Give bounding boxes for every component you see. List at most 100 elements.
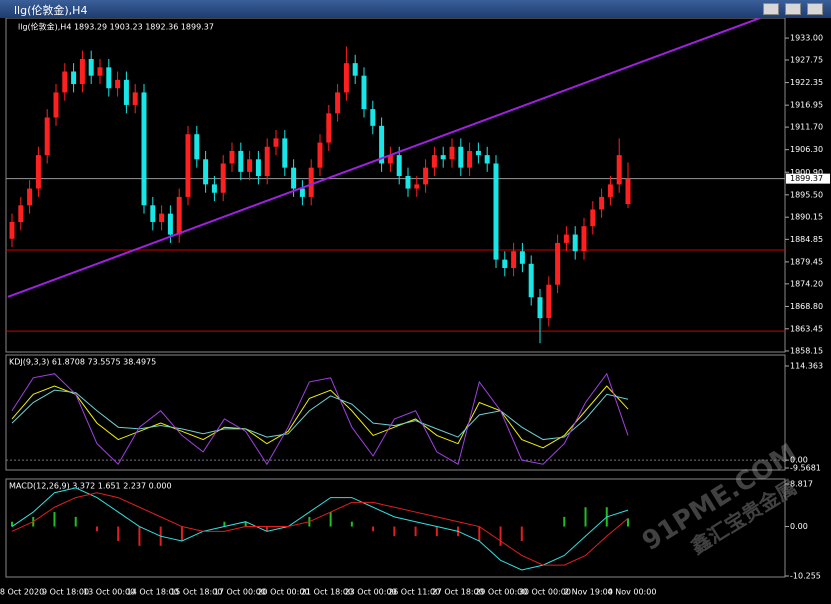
macd-label: MACD(12,26,9) 3.372 1.651 2.237 0.000 bbox=[9, 482, 172, 491]
kdj-tick-label: -9.5681 bbox=[790, 464, 821, 473]
candle-body bbox=[599, 196, 605, 210]
candle-body bbox=[185, 134, 191, 197]
candle-body bbox=[563, 234, 569, 243]
candle-body bbox=[291, 167, 297, 189]
time-label: 15 Oct 18:00 bbox=[170, 588, 222, 597]
candle-body bbox=[572, 234, 578, 252]
time-label: 23 Oct 00:00 bbox=[344, 588, 396, 597]
candle-body bbox=[123, 79, 129, 105]
macd-tick-label: 8.817 bbox=[790, 480, 813, 489]
candle-body bbox=[607, 184, 613, 197]
maximize-button[interactable] bbox=[785, 3, 801, 15]
candle-body bbox=[361, 75, 367, 110]
candle-body bbox=[299, 188, 305, 197]
time-label: 13 Oct 00:00 bbox=[83, 588, 135, 597]
candle-body bbox=[141, 92, 147, 206]
candle-body bbox=[18, 205, 24, 222]
candle-body bbox=[387, 155, 393, 164]
candle-body bbox=[97, 67, 103, 76]
candle-body bbox=[493, 163, 499, 260]
candle-body bbox=[537, 297, 543, 319]
time-label: 30 Oct 00:00 bbox=[519, 588, 571, 597]
candle-body bbox=[431, 155, 437, 168]
candle-body bbox=[484, 155, 490, 164]
price-label: 1899.37 bbox=[790, 174, 823, 183]
time-label: 2 Nov 19:00 bbox=[564, 588, 613, 597]
macd-tick-label: 0.00 bbox=[790, 522, 808, 531]
candle-body bbox=[71, 71, 77, 85]
indicator-line bbox=[11, 487, 629, 571]
candle-body bbox=[352, 63, 358, 76]
candle-body bbox=[27, 188, 33, 206]
time-label: 14 Oct 18:00 bbox=[127, 588, 179, 597]
chart-header: llg(伦敦金),H4 1893.29 1903.23 1892.36 1899… bbox=[18, 22, 214, 32]
candle-body bbox=[440, 155, 446, 160]
price-tick-label: 1900.90 bbox=[790, 168, 823, 177]
candle-body bbox=[528, 263, 534, 298]
candle-body bbox=[343, 63, 349, 93]
candle-body bbox=[555, 242, 561, 285]
candle-body bbox=[616, 155, 622, 185]
candle-body bbox=[519, 251, 525, 264]
time-label: 9 Oct 18:00 bbox=[42, 588, 89, 597]
trendline bbox=[7, 18, 761, 298]
candle-body bbox=[176, 196, 182, 235]
candle-body bbox=[273, 138, 279, 147]
indicator-line bbox=[11, 492, 629, 566]
candle-body bbox=[79, 58, 85, 85]
candle-body bbox=[229, 150, 235, 164]
price-tick-label: 1911.70 bbox=[790, 123, 823, 132]
candle-body bbox=[167, 213, 173, 235]
candle-body bbox=[115, 79, 121, 89]
candle-body bbox=[106, 67, 112, 89]
candle-body bbox=[458, 146, 464, 168]
time-label: 8 Oct 2020 bbox=[0, 588, 44, 597]
candle-body bbox=[282, 138, 288, 168]
candle-body bbox=[502, 259, 508, 268]
indicator-line bbox=[11, 389, 629, 441]
price-tick-label: 1868.80 bbox=[790, 302, 823, 311]
time-label: 17 Oct 00:00 bbox=[214, 588, 266, 597]
time-label: 21 Oct 18:00 bbox=[301, 588, 353, 597]
price-tick-label: 1916.95 bbox=[790, 101, 823, 110]
price-tick-label: 1890.15 bbox=[790, 213, 823, 222]
candle-body bbox=[625, 178, 631, 205]
close-button[interactable] bbox=[807, 3, 823, 15]
candle-body bbox=[467, 150, 473, 168]
candle-body bbox=[326, 113, 332, 143]
candle-body bbox=[211, 184, 217, 193]
candle-body bbox=[150, 205, 156, 222]
time-label: 29 Oct 00:00 bbox=[475, 588, 527, 597]
candle-body bbox=[308, 167, 314, 197]
candle-body bbox=[370, 109, 376, 126]
candle-body bbox=[132, 92, 138, 105]
price-tick-label: 1879.45 bbox=[790, 257, 823, 266]
kdj-tick-label: 114.363 bbox=[790, 362, 823, 371]
indicator-line bbox=[11, 385, 629, 449]
chart: llg(伦敦金),H4 1893.29 1903.23 1892.36 1899… bbox=[0, 18, 830, 597]
price-tick-label: 1927.75 bbox=[790, 56, 823, 65]
price-tick-label: 1922.35 bbox=[790, 78, 823, 87]
candle-body bbox=[53, 92, 59, 118]
minimize-button[interactable] bbox=[763, 3, 779, 15]
kdj-tick-label: 0.00 bbox=[790, 456, 808, 465]
candle-body bbox=[62, 71, 68, 93]
candle-body bbox=[581, 226, 587, 252]
candle-body bbox=[88, 58, 94, 76]
macd-frame bbox=[5, 478, 786, 578]
candle-body bbox=[449, 146, 455, 160]
candle-body bbox=[317, 142, 323, 168]
window-title: llg(伦敦金),H4 bbox=[14, 4, 88, 17]
candle-body bbox=[194, 134, 200, 160]
time-label: 4 Nov 00:00 bbox=[608, 588, 657, 597]
candle-body bbox=[379, 125, 385, 164]
candle-body bbox=[44, 117, 50, 156]
candle-body bbox=[475, 150, 481, 156]
kdj-frame bbox=[5, 354, 786, 471]
candle-body bbox=[590, 209, 596, 227]
price-tick-label: 1874.20 bbox=[790, 279, 823, 288]
macd-tick-label: -10.255 bbox=[790, 572, 821, 581]
price-box bbox=[786, 173, 830, 184]
kdj-label: KDJ(9,3,3) 61.8708 73.5575 38.4975 bbox=[9, 358, 156, 367]
